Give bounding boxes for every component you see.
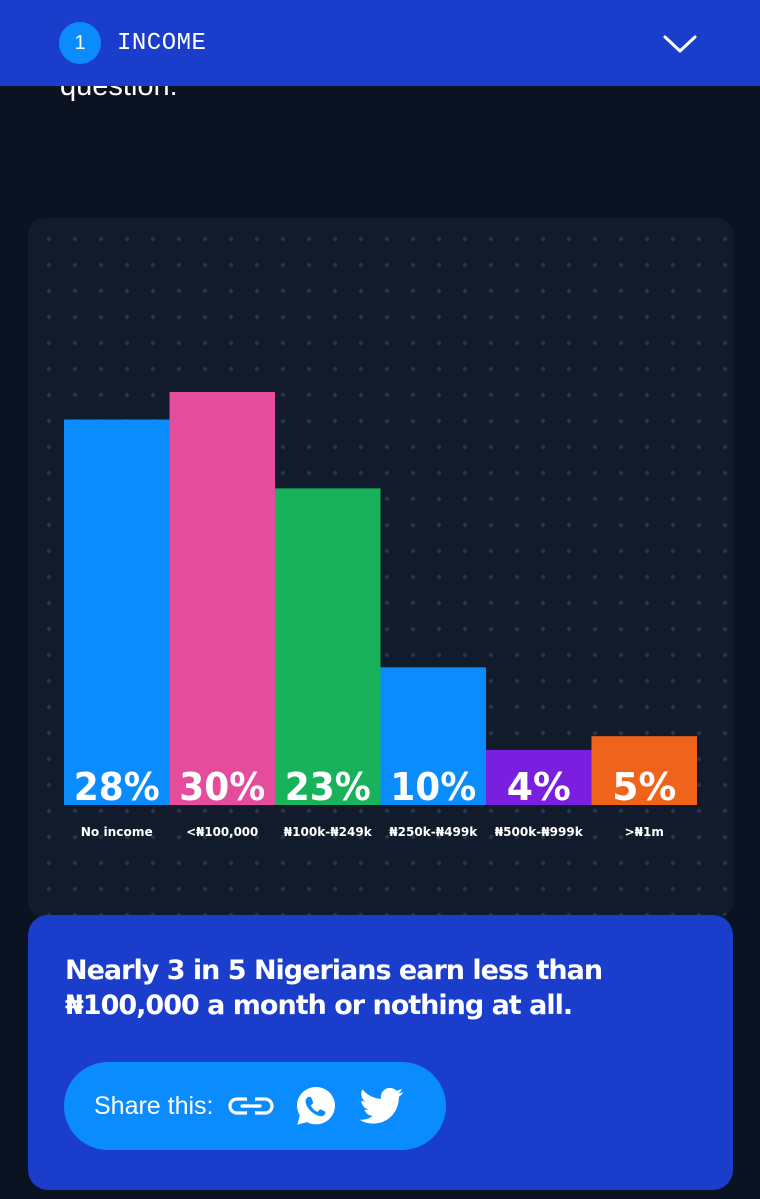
share-bar: Share this:	[64, 1062, 446, 1150]
section-header[interactable]: 1 INCOME	[0, 0, 760, 86]
bar-value-label: 30%	[179, 765, 265, 809]
x-tick-label: >₦1m	[625, 825, 664, 839]
bar-2	[275, 488, 381, 805]
bar-4	[486, 749, 592, 805]
chevron-down-icon[interactable]	[662, 28, 698, 58]
bar-1	[169, 392, 275, 805]
link-icon[interactable]	[227, 1092, 274, 1120]
bar-value-label: 5%	[612, 765, 676, 809]
chart-panel: 28% No income 30% <₦100,000 23% ₦100k-₦249k 10…	[28, 218, 733, 918]
x-tick-label: <₦100,000	[186, 825, 258, 839]
summary-text: Nearly 3 in 5 Nigerians earn less than ₦…	[65, 955, 603, 1021]
x-tick-label: ₦500k-₦999k	[495, 825, 584, 839]
share-label: Share this:	[94, 1091, 214, 1120]
bar-5	[591, 736, 697, 805]
bar-3	[380, 667, 486, 805]
x-tick-label: ₦250k-₦499k	[389, 825, 478, 839]
bar-value-label: 4%	[507, 765, 571, 809]
step-number-badge: 1	[59, 22, 101, 64]
bar-0	[64, 419, 170, 805]
x-tick-label: No income	[81, 825, 153, 839]
whatsapp-icon[interactable]	[294, 1084, 338, 1128]
section-title: INCOME	[117, 29, 207, 57]
bar-value-label: 23%	[285, 765, 371, 809]
income-bar-chart: 28% No income 30% <₦100,000 23% ₦100k-₦249k 10…	[64, 392, 697, 839]
summary-card: Nearly 3 in 5 Nigerians earn less than ₦…	[28, 915, 733, 1190]
bar-value-label: 10%	[390, 765, 476, 809]
twitter-icon[interactable]	[359, 1087, 404, 1125]
bar-value-label: 28%	[74, 765, 160, 809]
x-tick-label: ₦100k-₦249k	[284, 825, 373, 839]
